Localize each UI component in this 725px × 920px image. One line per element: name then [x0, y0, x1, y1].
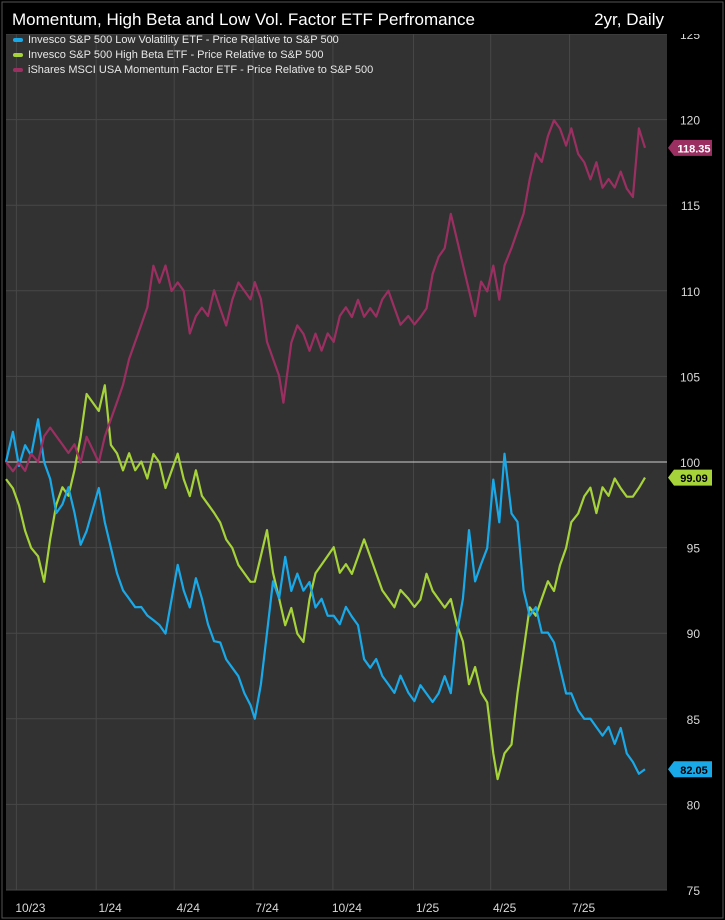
x-tick-label: 1/24 [98, 901, 122, 915]
badge-label: 82.05 [680, 765, 708, 777]
badge-shape [668, 761, 712, 778]
y-tick-label: 115 [681, 199, 700, 213]
y-tick-label: 120 [680, 114, 700, 128]
period-label: 2yr, Daily [594, 10, 664, 29]
y-tick-label: 105 [680, 370, 700, 384]
series-line-1 [5, 384, 646, 781]
badge-shape [668, 139, 712, 156]
last-value-badge-2: 118.35 [668, 139, 712, 156]
y-tick-label: 75 [687, 884, 701, 898]
legend-label-0: Invesco S&P 500 Low Volatility ETF - Pri… [28, 34, 339, 46]
legend-swatch-1 [13, 53, 23, 57]
x-tick-label: 1/25 [416, 901, 440, 915]
badge-shape [668, 469, 712, 486]
title-bar [6, 4, 722, 34]
legend-label-2: iShares MSCI USA Momentum Factor ETF - P… [28, 64, 373, 76]
badge-label: 99.09 [680, 473, 708, 485]
y-tick-label: 80 [687, 798, 701, 812]
series-line-2 [5, 119, 647, 473]
x-tick-label: 10/24 [332, 901, 362, 915]
y-tick-label: 85 [687, 713, 701, 727]
x-tick-label: 4/25 [493, 901, 517, 915]
y-tick-label: 90 [687, 627, 701, 641]
x-tick-label: 4/24 [177, 901, 201, 915]
y-tick-label: 95 [687, 542, 701, 556]
x-axis-ticks: 10/23 1/24 4/24 7/24 10/24 1/25 4/25 7/25 [15, 901, 595, 915]
series-line-0 [4, 418, 646, 775]
y-tick-label: 110 [681, 285, 700, 299]
last-value-badge-0: 82.05 [668, 761, 712, 778]
legend: Invesco S&P 500 Low Volatility ETF - Pri… [13, 34, 373, 76]
legend-label-1: Invesco S&P 500 High Beta ETF - Price Re… [28, 49, 324, 61]
x-tick-label: 7/25 [572, 901, 596, 915]
badge-label: 118.35 [677, 143, 710, 155]
legend-swatch-2 [13, 68, 23, 72]
series-lines [4, 119, 647, 781]
x-tick-label: 7/24 [255, 901, 279, 915]
legend-swatch-0 [13, 38, 23, 42]
chart-title: Momentum, High Beta and Low Vol. Factor … [12, 10, 475, 29]
y-tick-label: 100 [680, 456, 700, 470]
last-value-badge-1: 99.09 [668, 469, 712, 486]
x-tick-label: 10/23 [15, 901, 45, 915]
last-value-badges: 99.09 82.05 118.35 [668, 139, 712, 778]
